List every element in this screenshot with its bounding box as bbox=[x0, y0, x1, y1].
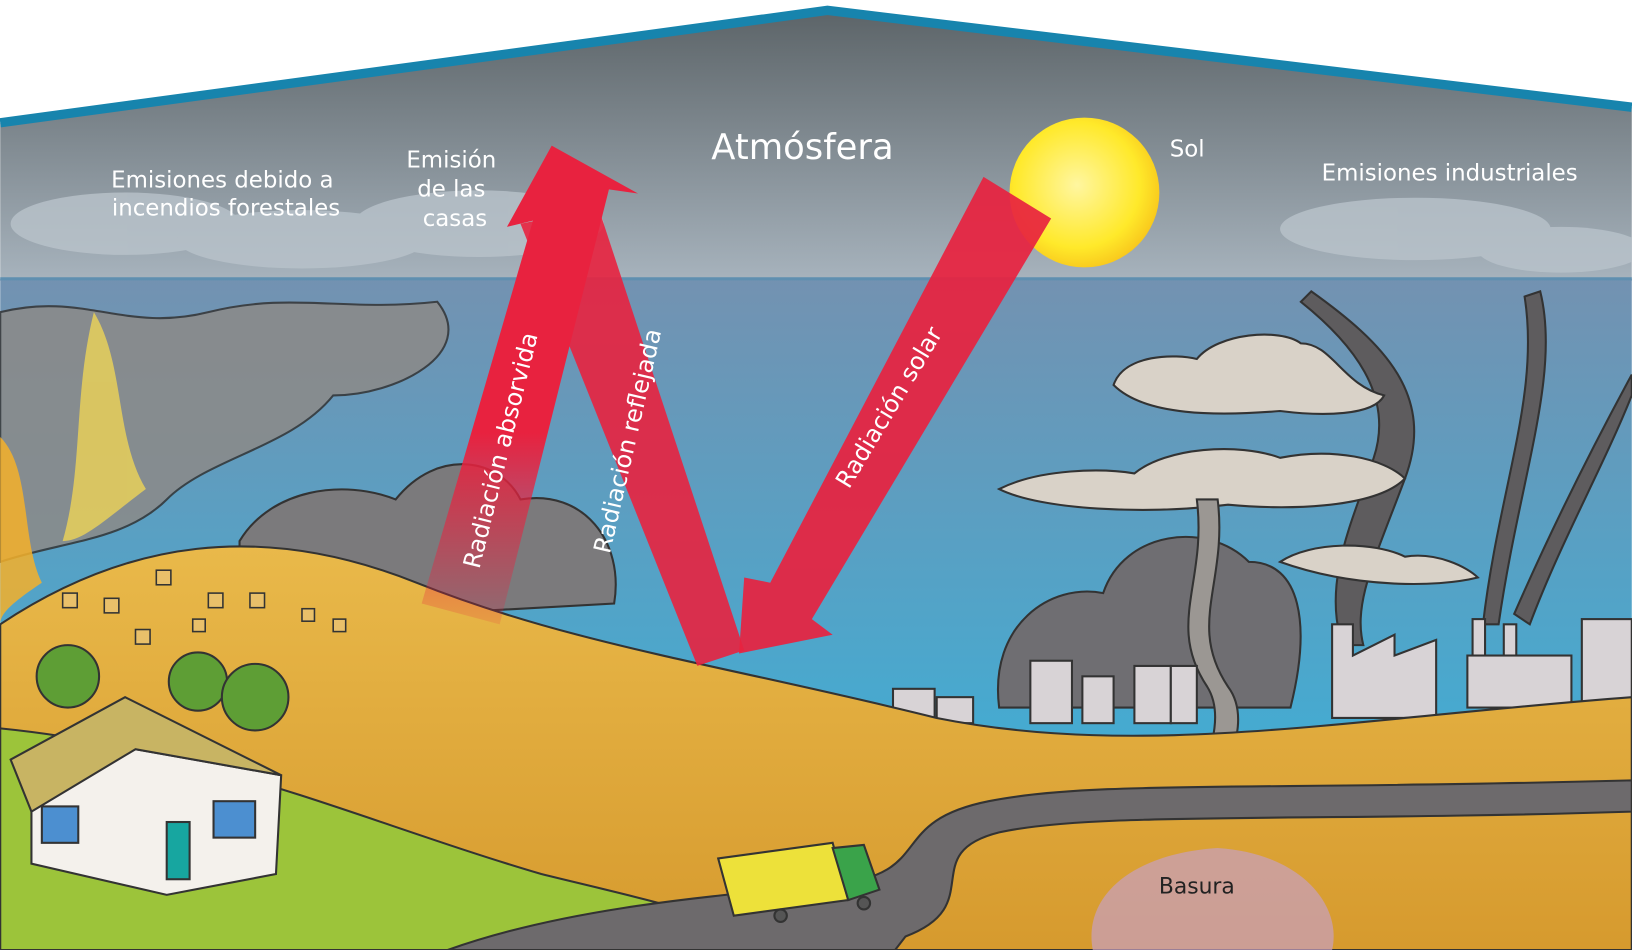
label-line: Emisión bbox=[406, 148, 496, 174]
page: Atmósfera Sol Emisiones debido a incendi… bbox=[0, 0, 1632, 950]
label-line: casas bbox=[423, 206, 487, 232]
sun-label: Sol bbox=[1170, 136, 1205, 162]
label-line: Emisiones debido a bbox=[111, 167, 333, 193]
label-line: incendios forestales bbox=[112, 195, 340, 221]
greenhouse-illustration: Atmósfera Sol Emisiones debido a incendi… bbox=[0, 0, 1632, 950]
label-line: de las bbox=[417, 177, 485, 203]
industrial-emissions-label: Emisiones industriales bbox=[1322, 160, 1578, 186]
atmosphere-title: Atmósfera bbox=[711, 127, 893, 168]
garbage-label: Basura bbox=[1159, 875, 1235, 900]
